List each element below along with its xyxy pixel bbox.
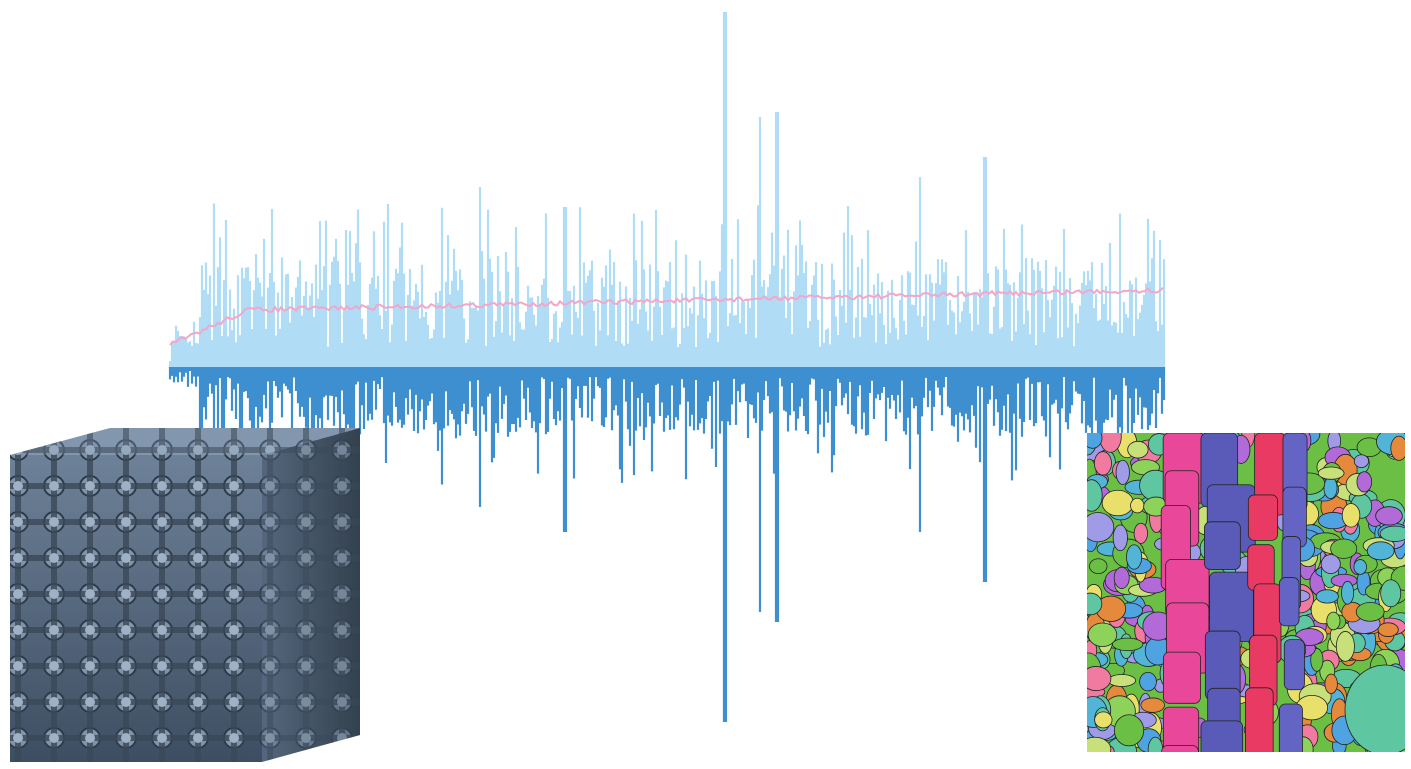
grain — [1379, 525, 1405, 542]
grain — [1323, 476, 1338, 500]
grain — [1320, 554, 1341, 574]
grain — [1356, 471, 1373, 493]
waveform — [168, 12, 1166, 722]
grain — [1089, 558, 1108, 575]
grain — [1310, 648, 1324, 672]
grain-band — [1161, 745, 1199, 752]
grain — [1355, 602, 1385, 622]
grain — [1353, 559, 1367, 575]
grain — [1101, 489, 1134, 517]
grain — [1113, 714, 1145, 747]
grain — [1133, 522, 1148, 544]
grain — [1366, 541, 1395, 561]
grain — [1335, 631, 1355, 662]
grain — [1353, 454, 1369, 468]
trend-line — [169, 286, 1164, 346]
cube-side-lattice — [262, 428, 360, 762]
grain — [1115, 459, 1130, 485]
grain-large — [1344, 664, 1405, 752]
grain — [1315, 589, 1339, 604]
grain — [1377, 622, 1399, 637]
grain-band — [1200, 720, 1244, 752]
wave-lower — [168, 367, 1166, 722]
grain — [1087, 479, 1103, 512]
grain-band — [1162, 706, 1200, 752]
grain — [1113, 566, 1130, 589]
grain — [1341, 580, 1355, 605]
grain — [1087, 622, 1118, 647]
grain — [1087, 512, 1115, 543]
grain — [1127, 440, 1149, 459]
grain — [1087, 433, 1103, 449]
cube-front-lattice — [10, 455, 262, 762]
grain — [1375, 506, 1403, 526]
lattice-cube — [10, 428, 360, 762]
grain — [1093, 451, 1112, 476]
grain — [1390, 435, 1405, 461]
grain-band — [1244, 687, 1274, 752]
grain — [1130, 497, 1145, 514]
grain — [1112, 524, 1128, 552]
grain — [1317, 466, 1345, 480]
grain-band — [1278, 703, 1303, 752]
grain-band — [1204, 521, 1241, 570]
grain — [1111, 637, 1144, 652]
grain — [1139, 671, 1157, 692]
grain — [1324, 673, 1338, 694]
grain — [1126, 544, 1143, 570]
grain — [1330, 538, 1358, 559]
grain-map — [1087, 433, 1405, 752]
grain — [1087, 592, 1103, 616]
grain — [1147, 736, 1164, 752]
grain — [1326, 611, 1341, 631]
grain-band — [1283, 639, 1305, 691]
grain — [1380, 579, 1402, 608]
wave-upper — [168, 12, 1166, 367]
grain — [1107, 674, 1136, 687]
grain-band — [1278, 577, 1300, 627]
grain — [1341, 503, 1361, 528]
cube-top-lattice — [10, 428, 360, 455]
grain-band — [1162, 651, 1201, 704]
grain — [1087, 666, 1112, 691]
grain — [1140, 697, 1166, 713]
grain — [1087, 736, 1112, 752]
grain — [1094, 711, 1113, 729]
grain-band — [1247, 494, 1279, 541]
